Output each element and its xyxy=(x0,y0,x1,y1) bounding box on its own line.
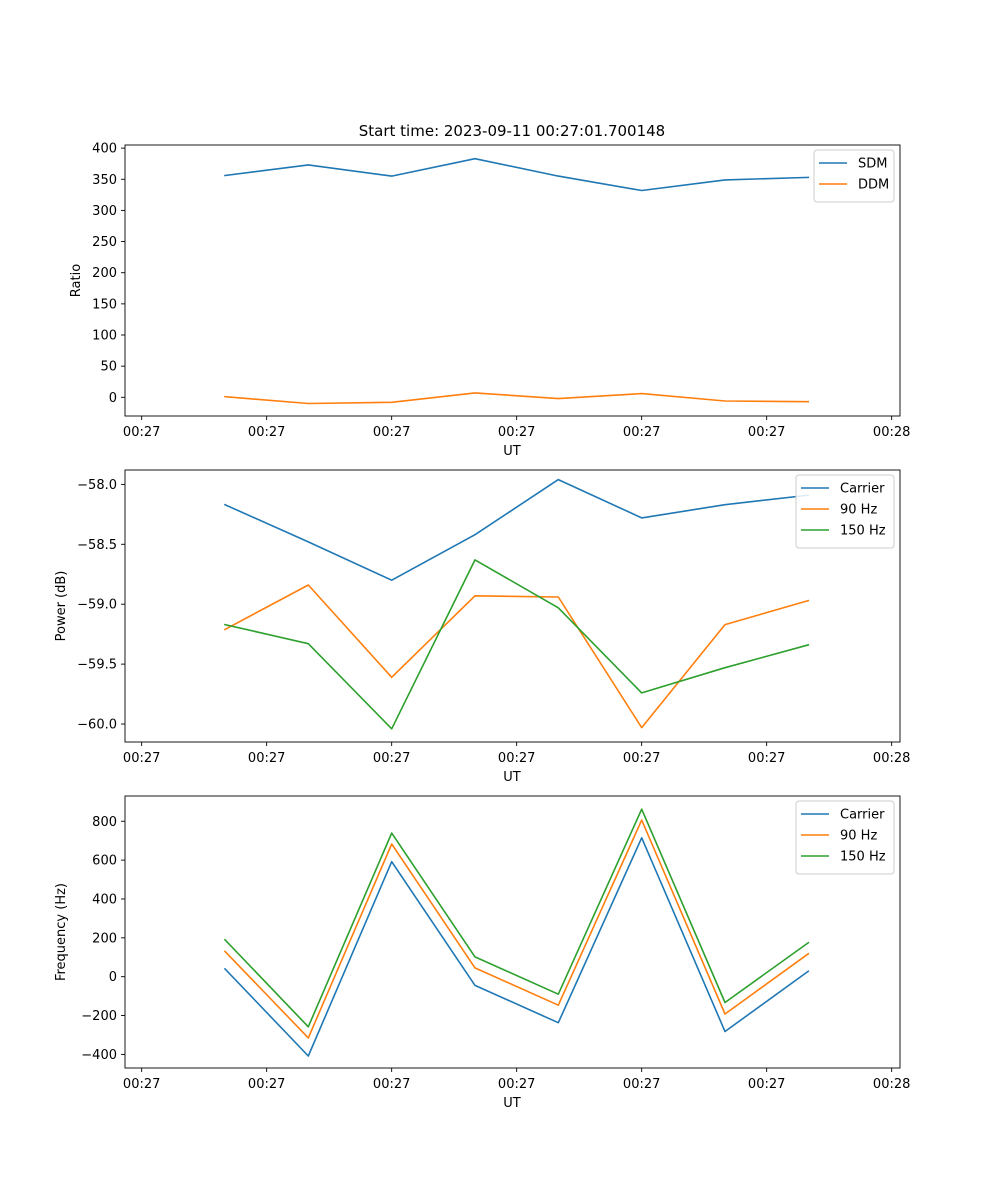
x-tick-label-power-5: 00:27 xyxy=(748,751,785,766)
x-tick-label-ratio-3: 00:27 xyxy=(498,425,535,440)
x-tick-label-frequency-0: 00:27 xyxy=(123,1077,160,1092)
series-line-frequency-1 xyxy=(223,819,810,1039)
legend-label-frequency-0: Carrier xyxy=(840,808,885,823)
legend-label-frequency-2: 150 Hz xyxy=(840,850,886,865)
x-tick-label-power-3: 00:27 xyxy=(498,751,535,766)
y-tick-label-ratio-6: 300 xyxy=(92,204,117,219)
series-line-ratio-1 xyxy=(224,392,810,405)
y-tick-label-ratio-7: 350 xyxy=(92,173,117,188)
y-tick-label-power-4: −58.0 xyxy=(77,478,117,493)
series-line-frequency-2 xyxy=(223,808,810,1028)
x-tick-label-ratio-6: 00:28 xyxy=(873,425,910,440)
y-tick-label-ratio-0: 0 xyxy=(109,391,117,406)
y-tick-label-frequency-1: −200 xyxy=(81,1009,117,1024)
series-line-power-0 xyxy=(223,478,810,582)
y-tick-label-ratio-4: 200 xyxy=(92,266,117,281)
legend-label-ratio-1: DDM xyxy=(858,178,889,193)
panel-ratio: 00:27 00:27 00:27 00:27 00:27 00:27 00:28 0 50 10… xyxy=(69,142,910,459)
series-line-power-1 xyxy=(223,584,810,729)
panel-frequency: 00:27 00:27 00:27 00:27 00:27 00:27 00:28 −400 −… xyxy=(54,795,910,1111)
legend-frequency: Carrier 90 Hz 150 Hz xyxy=(795,800,895,875)
x-tick-label-ratio-2: 00:27 xyxy=(373,425,410,440)
x-tick-label-frequency-6: 00:28 xyxy=(873,1077,910,1092)
panels: 00:27 00:27 00:27 00:27 00:27 00:27 00:28 0 50 10… xyxy=(54,142,910,1111)
x-tick-label-frequency-5: 00:27 xyxy=(748,1077,785,1092)
legend-label-power-2: 150 Hz xyxy=(840,524,886,539)
y-axis-label-ratio: Ratio xyxy=(69,264,84,297)
y-tick-label-power-3: −58.5 xyxy=(77,538,117,553)
x-tick-label-ratio-0: 00:27 xyxy=(123,425,160,440)
y-axis-label-frequency: Frequency (Hz) xyxy=(54,883,69,981)
legend-label-frequency-1: 90 Hz xyxy=(840,829,877,844)
x-axis-label-power: UT xyxy=(503,770,521,785)
x-tick-label-frequency-4: 00:27 xyxy=(623,1077,660,1092)
figure-title: Start time: 2023-09-11 00:27:01.700148 xyxy=(359,122,665,140)
y-tick-label-frequency-4: 400 xyxy=(92,892,117,907)
x-tick-label-power-6: 00:28 xyxy=(873,751,910,766)
y-tick-label-power-2: −59.0 xyxy=(77,598,117,613)
y-tick-label-ratio-3: 150 xyxy=(92,297,117,312)
y-tick-label-power-1: −59.5 xyxy=(77,658,117,673)
y-tick-label-power-0: −60.0 xyxy=(77,718,117,733)
x-tick-label-ratio-5: 00:27 xyxy=(748,425,785,440)
y-tick-label-ratio-5: 250 xyxy=(92,235,117,250)
legend-label-ratio-0: SDM xyxy=(858,157,887,172)
x-tick-label-frequency-2: 00:27 xyxy=(373,1077,410,1092)
y-tick-label-frequency-5: 600 xyxy=(92,854,117,869)
axes-frame-power xyxy=(124,469,901,743)
x-tick-label-power-4: 00:27 xyxy=(623,751,660,766)
legend-ratio: SDM DDM xyxy=(813,149,895,203)
x-tick-label-ratio-1: 00:27 xyxy=(248,425,285,440)
y-tick-label-ratio-1: 50 xyxy=(100,360,117,375)
legend-power: Carrier 90 Hz 150 Hz xyxy=(795,474,895,549)
series-line-power-2 xyxy=(224,559,810,730)
y-tick-label-ratio-8: 400 xyxy=(92,142,117,157)
axes-frame-frequency xyxy=(124,795,901,1069)
y-axis-label-power: Power (dB) xyxy=(54,571,69,642)
series-line-frequency-0 xyxy=(223,836,810,1057)
x-axis-label-frequency: UT xyxy=(503,1096,521,1111)
y-tick-label-ratio-2: 100 xyxy=(92,329,117,344)
x-tick-label-ratio-4: 00:27 xyxy=(623,425,660,440)
x-tick-label-frequency-1: 00:27 xyxy=(248,1077,285,1092)
x-axis-label-ratio: UT xyxy=(503,444,521,459)
y-tick-label-frequency-6: 800 xyxy=(92,815,117,830)
y-tick-label-frequency-3: 200 xyxy=(92,931,117,946)
x-tick-label-power-0: 00:27 xyxy=(123,751,160,766)
x-tick-label-frequency-3: 00:27 xyxy=(498,1077,535,1092)
legend-label-power-1: 90 Hz xyxy=(840,503,877,518)
y-tick-label-frequency-0: −400 xyxy=(81,1048,117,1063)
y-tick-label-frequency-2: 0 xyxy=(109,970,117,985)
legend-label-power-0: Carrier xyxy=(840,482,885,497)
x-tick-label-power-1: 00:27 xyxy=(248,751,285,766)
axes-frame-ratio xyxy=(124,144,901,417)
panel-power: 00:27 00:27 00:27 00:27 00:27 00:27 00:28 −60.0… xyxy=(54,469,910,785)
series-line-ratio-0 xyxy=(224,157,810,192)
x-tick-label-power-2: 00:27 xyxy=(373,751,410,766)
